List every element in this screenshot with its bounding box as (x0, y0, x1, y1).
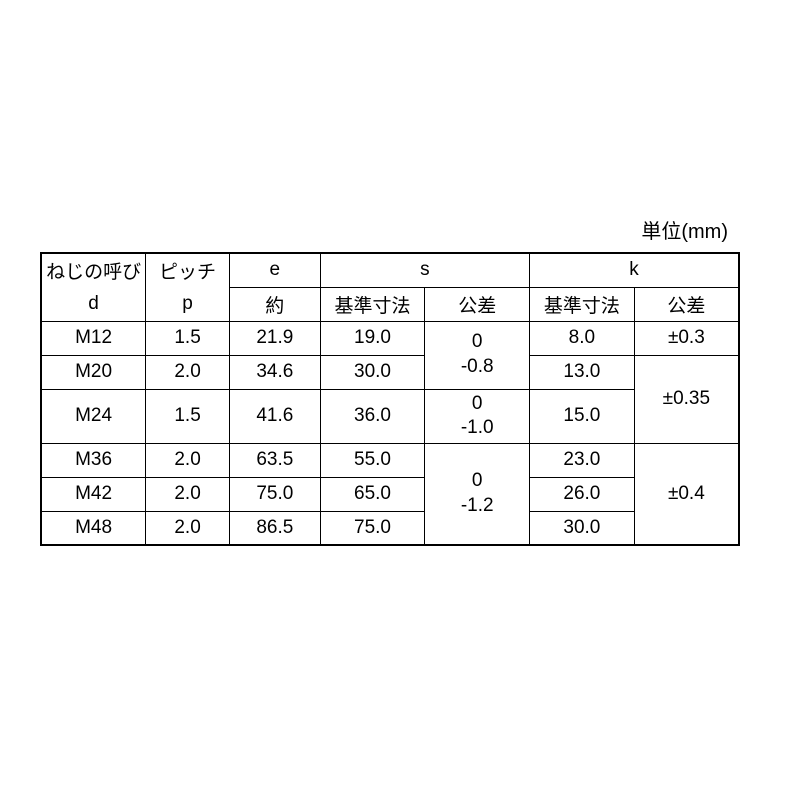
cell-s-tol: 0-0.8 (425, 321, 530, 389)
cell-s-base: 36.0 (320, 389, 425, 443)
cell-k-base: 26.0 (530, 477, 635, 511)
cell-s-base: 75.0 (320, 511, 425, 545)
table-row: M36 2.0 63.5 55.0 0-1.2 23.0 ±0.4 (41, 443, 739, 477)
unit-label: 単位(mm) (40, 215, 740, 244)
table-row: M20 2.0 34.6 30.0 13.0 ±0.35 (41, 355, 739, 389)
cell-p: 2.0 (146, 443, 230, 477)
cell-d: M36 (41, 443, 146, 477)
cell-s-tol: 0-1.2 (425, 443, 530, 545)
cell-p: 2.0 (146, 355, 230, 389)
cell-d: M24 (41, 389, 146, 443)
header-e: e (229, 253, 320, 287)
header-p-sub: p (146, 287, 230, 321)
table-row: M12 1.5 21.9 19.0 0-0.8 8.0 ±0.3 (41, 321, 739, 355)
cell-s-base: 30.0 (320, 355, 425, 389)
cell-k-base: 15.0 (530, 389, 635, 443)
header-s: s (320, 253, 529, 287)
header-row-2: d p 約 基準寸法 公差 基準寸法 公差 (41, 287, 739, 321)
cell-p: 1.5 (146, 389, 230, 443)
header-e-sub: 約 (229, 287, 320, 321)
cell-e: 41.6 (229, 389, 320, 443)
cell-d: M42 (41, 477, 146, 511)
cell-e: 21.9 (229, 321, 320, 355)
cell-s-base: 19.0 (320, 321, 425, 355)
header-k: k (530, 253, 739, 287)
cell-d: M12 (41, 321, 146, 355)
header-k-tol: 公差 (634, 287, 739, 321)
cell-k-base: 23.0 (530, 443, 635, 477)
cell-d: M48 (41, 511, 146, 545)
cell-e: 86.5 (229, 511, 320, 545)
header-s-base: 基準寸法 (320, 287, 425, 321)
header-k-base: 基準寸法 (530, 287, 635, 321)
cell-e: 34.6 (229, 355, 320, 389)
specification-table: ねじの呼び ピッチ e s k d p 約 基準寸法 公差 基準寸法 公差 M1… (40, 252, 740, 546)
cell-k-tol: ±0.3 (634, 321, 739, 355)
cell-e: 75.0 (229, 477, 320, 511)
cell-k-tol: ±0.35 (634, 355, 739, 443)
cell-e: 63.5 (229, 443, 320, 477)
cell-p: 2.0 (146, 477, 230, 511)
cell-k-base: 30.0 (530, 511, 635, 545)
cell-s-base: 65.0 (320, 477, 425, 511)
cell-k-tol: ±0.4 (634, 443, 739, 545)
cell-p: 1.5 (146, 321, 230, 355)
header-s-tol: 公差 (425, 287, 530, 321)
cell-k-base: 8.0 (530, 321, 635, 355)
header-d: ねじの呼び (41, 253, 146, 287)
header-d-sub: d (41, 287, 146, 321)
header-row-1: ねじの呼び ピッチ e s k (41, 253, 739, 287)
cell-s-base: 55.0 (320, 443, 425, 477)
cell-d: M20 (41, 355, 146, 389)
cell-s-tol: 0-1.0 (425, 389, 530, 443)
cell-k-base: 13.0 (530, 355, 635, 389)
table-container: 単位(mm) ねじの呼び ピッチ e s k d p 約 基準寸法 公差 基準寸… (40, 215, 740, 546)
cell-p: 2.0 (146, 511, 230, 545)
header-p: ピッチ (146, 253, 230, 287)
